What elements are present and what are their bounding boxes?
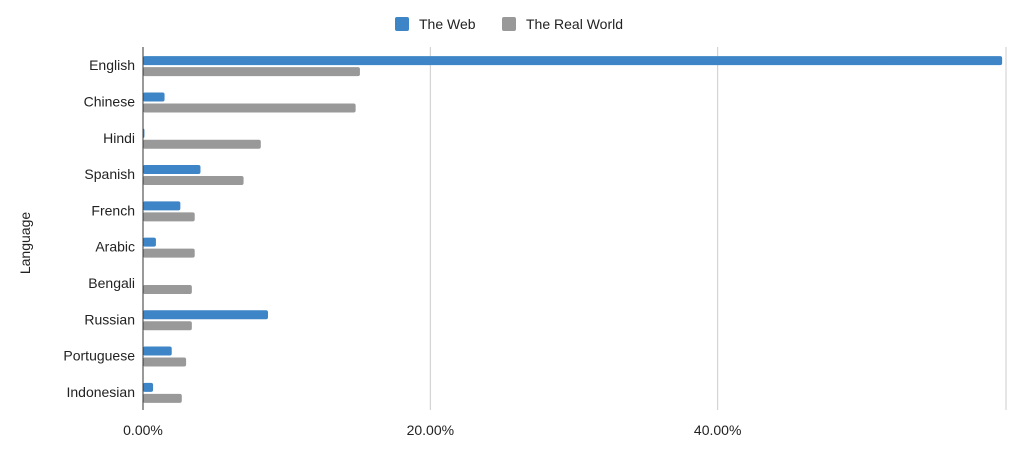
- bar: [143, 382, 154, 392]
- category-label: Portuguese: [63, 348, 135, 364]
- bar: [143, 357, 187, 367]
- bar: [143, 165, 201, 175]
- tick-labels: 0.00% 20.00% 40.00%: [123, 422, 741, 438]
- bar: [143, 346, 172, 356]
- bar: [143, 237, 156, 247]
- bar: [143, 212, 195, 222]
- legend-swatch: [502, 17, 516, 31]
- category-label: Bengali: [88, 275, 135, 291]
- category-label: English: [89, 57, 135, 73]
- category-label: Chinese: [84, 93, 136, 109]
- category-label: French: [91, 202, 135, 218]
- bar: [143, 393, 182, 403]
- legend: The Web The Real World: [395, 16, 623, 32]
- bar: [143, 67, 360, 77]
- bar: [143, 176, 244, 186]
- legend-label: The Real World: [526, 16, 623, 32]
- bar: [143, 248, 195, 258]
- bar: [143, 103, 356, 113]
- x-tick-label: 40.00%: [694, 422, 741, 438]
- bar: [143, 139, 261, 149]
- category-label: Arabic: [95, 239, 135, 255]
- bars: [143, 56, 1003, 403]
- gridlines: [429, 47, 1007, 410]
- bar: [143, 284, 192, 294]
- category-label: Spanish: [84, 166, 135, 182]
- x-tick-label: 20.00%: [407, 422, 454, 438]
- bar: [143, 56, 1003, 66]
- category-labels: English Chinese Hindi Spanish French Arabic Be…: [63, 57, 135, 400]
- category-label: Russian: [84, 311, 135, 327]
- bar: [143, 92, 165, 102]
- bar: [143, 310, 268, 320]
- category-label: Indonesian: [66, 384, 135, 400]
- category-label: Hindi: [103, 130, 135, 146]
- bar: [143, 201, 181, 211]
- x-tick-label: 0.00%: [123, 422, 163, 438]
- legend-label: The Web: [419, 16, 476, 32]
- y-axis-title: Language: [17, 212, 33, 275]
- bar: [143, 321, 192, 331]
- legend-swatch: [395, 17, 409, 31]
